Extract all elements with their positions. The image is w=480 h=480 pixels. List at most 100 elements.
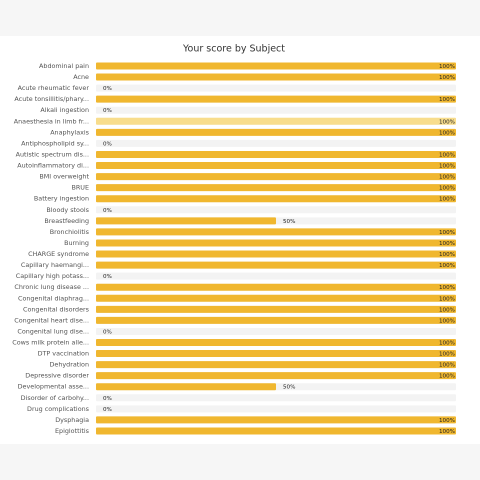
value-label: 100% [439, 341, 455, 347]
value-label: 100% [439, 241, 455, 247]
category-label: Antiphospholipid sy... [21, 139, 89, 147]
value-label: 100% [439, 75, 455, 81]
category-label: Drug complications [27, 405, 90, 413]
category-label: Bloody stools [46, 206, 89, 214]
category-label: Autistic spectrum dis... [16, 150, 89, 158]
bar-track [96, 206, 456, 214]
value-label: 100% [439, 296, 455, 302]
value-label: 0% [103, 86, 112, 92]
bar [96, 195, 456, 203]
category-label: Bronchiolitis [50, 228, 90, 236]
bar [96, 339, 456, 346]
bar [96, 383, 276, 391]
value-label: 0% [103, 396, 112, 402]
bar [96, 361, 456, 369]
bar [96, 316, 456, 324]
value-label: 100% [439, 363, 455, 369]
bar [96, 117, 456, 125]
category-label: Breastfeeding [44, 217, 89, 225]
category-label: Battery ingestion [34, 195, 89, 203]
value-label: 100% [439, 429, 455, 435]
value-label: 100% [439, 307, 455, 313]
category-label: Congenital heart dise... [14, 316, 89, 324]
value-label: 100% [439, 119, 455, 125]
category-label: Congenital disorders [23, 305, 90, 313]
value-label: 100% [439, 164, 455, 170]
value-label: 0% [103, 329, 112, 335]
category-label: Cows milk protein alle... [12, 339, 89, 347]
category-label: Burning [64, 239, 89, 247]
category-label: Alkali ingestion [40, 106, 89, 114]
value-label: 0% [103, 208, 112, 214]
value-label: 100% [439, 374, 455, 380]
value-label: 100% [439, 285, 455, 291]
value-label: 50% [283, 219, 295, 225]
value-label: 100% [439, 263, 455, 269]
bar [96, 283, 456, 291]
bar-track [96, 405, 456, 413]
category-label: Developmental asse... [18, 383, 89, 391]
bar [96, 239, 456, 247]
category-label: Chronic lung disease ... [14, 283, 89, 291]
bar [96, 62, 456, 70]
bar-track [96, 327, 456, 335]
chart-title: Your score by Subject [182, 44, 285, 55]
bar [96, 217, 276, 225]
value-label: 100% [439, 318, 455, 324]
category-label: Congenital diaphrag... [18, 294, 89, 302]
category-label: Capillary haemangi... [21, 261, 89, 269]
bar [96, 350, 456, 358]
bar [96, 228, 456, 236]
value-label: 0% [103, 108, 112, 114]
value-label: 100% [439, 186, 455, 192]
value-label: 0% [103, 407, 112, 413]
category-label: DTP vaccination [38, 350, 89, 358]
value-label: 100% [439, 152, 455, 158]
bar [96, 261, 456, 269]
bar-track [96, 84, 456, 92]
value-label: 100% [439, 175, 455, 181]
bar [96, 372, 456, 380]
bar [96, 73, 456, 81]
category-label: CHARGE syndrome [28, 250, 89, 258]
bar [96, 250, 456, 258]
value-label: 100% [439, 252, 455, 258]
value-label: 100% [439, 418, 455, 424]
category-label: Depressive disorder [25, 372, 89, 380]
bar [96, 150, 456, 158]
category-label: Acne [73, 73, 89, 81]
bar-track [96, 106, 456, 114]
bar [96, 305, 456, 313]
value-label: 100% [439, 130, 455, 136]
category-label: Epiglottitis [55, 427, 90, 435]
bar [96, 416, 456, 424]
category-label: Anaesthesia in limb fr... [14, 117, 89, 125]
bar-track [96, 272, 456, 280]
value-label: 100% [439, 230, 455, 236]
bar-track [96, 394, 456, 402]
category-label: Acute rheumatic fever [18, 84, 90, 92]
value-label: 50% [283, 385, 295, 391]
category-label: Anaphylaxis [50, 128, 89, 136]
bar [96, 128, 456, 136]
category-label: Congenital lung dise... [17, 327, 89, 335]
bar [96, 95, 456, 103]
category-label: Acute tonsillitis/phary... [14, 95, 89, 103]
value-label: 100% [439, 352, 455, 358]
category-label: Disorder of carbohy... [21, 394, 89, 402]
value-label: 100% [439, 97, 455, 103]
bar [96, 427, 456, 435]
category-label: Abdominal pain [39, 62, 89, 70]
category-label: BRUE [71, 184, 89, 192]
bar [96, 173, 456, 181]
bar [96, 184, 456, 192]
bar [96, 294, 456, 302]
category-label: BMI overweight [39, 173, 89, 181]
bar [96, 162, 456, 170]
value-label: 100% [439, 64, 455, 70]
category-label: Dysphagia [55, 416, 89, 424]
value-label: 100% [439, 197, 455, 203]
category-label: Autoinflammatory di... [17, 162, 89, 170]
